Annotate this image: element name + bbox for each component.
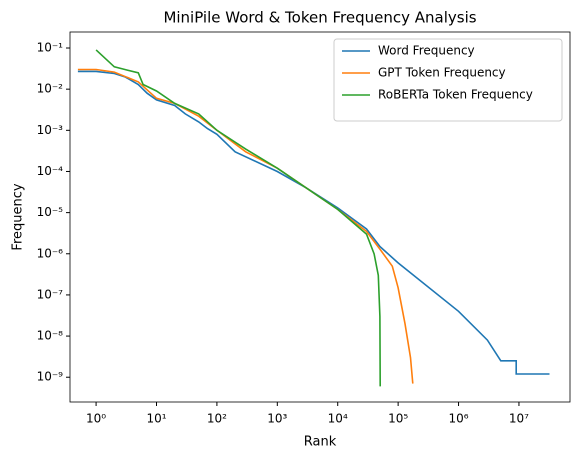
legend: Word Frequency GPT Token Frequency RoBERTa…: [333, 38, 563, 122]
x-tick-label: 10⁷: [509, 412, 529, 426]
plot-frame: [69, 31, 571, 403]
chart-title: MiniPile Word & Token Frequency Analysis: [163, 9, 476, 27]
x-tick-label: 10⁶: [448, 412, 468, 426]
legend-label: RoBERTa Token Frequency: [378, 88, 533, 102]
x-axis-label: Rank: [304, 435, 337, 450]
legend-label: GPT Token Frequency: [378, 66, 506, 80]
y-tick-label: 10⁻³: [37, 123, 64, 137]
x-tick-label: 10¹: [146, 412, 166, 426]
y-tick-label: 10⁻⁴: [37, 164, 64, 178]
y-tick-label: 10⁻⁹: [37, 370, 64, 384]
y-tick-label: 10⁻¹: [37, 41, 64, 55]
legend-box: [333, 38, 563, 122]
x-tick-label: 10⁰: [86, 412, 106, 426]
x-tick-label: 10³: [267, 412, 287, 426]
y-tick-label: 10⁻⁶: [37, 246, 64, 260]
line-series: [95, 49, 382, 387]
x-tick-label: 10⁵: [388, 412, 408, 426]
line-series: [77, 70, 550, 375]
y-axis-label: Frequency: [11, 183, 26, 250]
x-tick-label: 10²: [207, 412, 227, 426]
y-tick-label: 10⁻⁷: [37, 287, 64, 301]
legend-label: Word Frequency: [378, 44, 475, 58]
y-tick-label: 10⁻²: [37, 82, 64, 96]
y-tick-label: 10⁻⁵: [37, 205, 64, 219]
y-tick-label: 10⁻⁸: [37, 329, 64, 343]
x-tick-label: 10⁴: [328, 412, 348, 426]
